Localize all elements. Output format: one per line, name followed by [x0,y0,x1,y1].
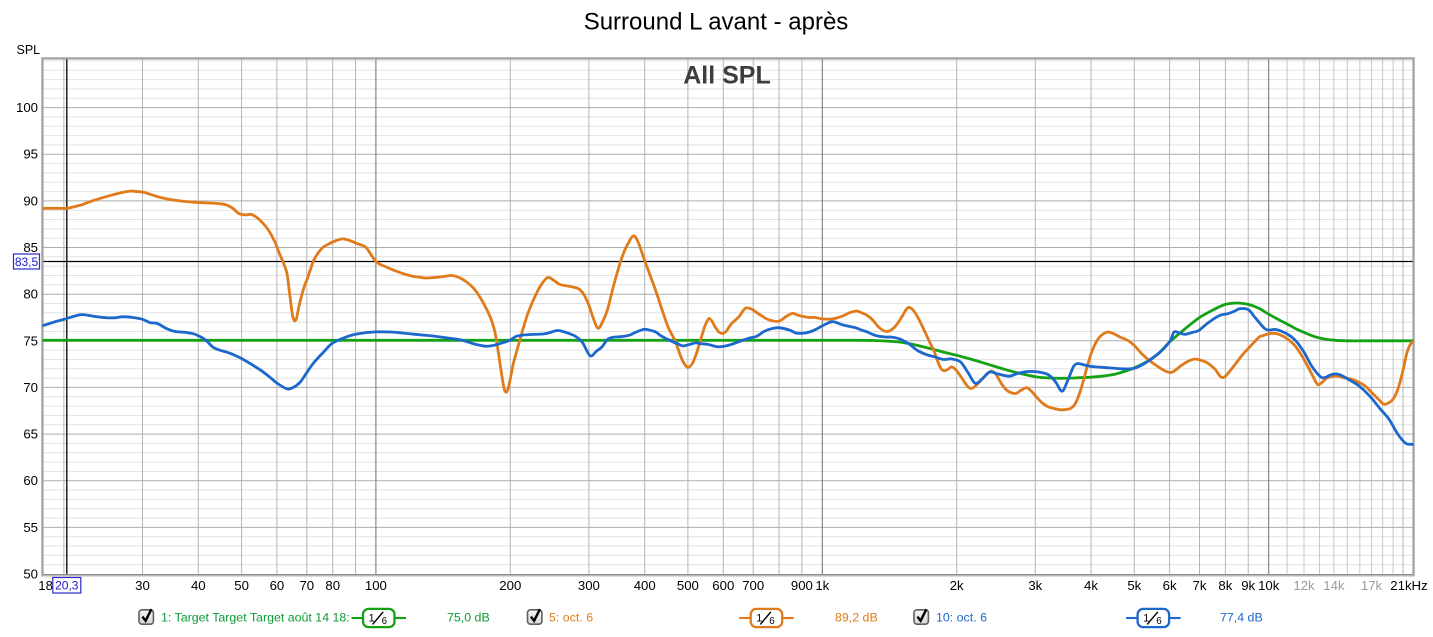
svg-text:21kHz: 21kHz [1390,578,1427,593]
svg-text:6: 6 [382,616,388,627]
svg-text:300: 300 [578,578,600,593]
svg-text:95: 95 [23,147,38,162]
svg-text:1: 1 [756,612,762,624]
svg-text:100: 100 [365,578,387,593]
svg-text:60: 60 [23,473,38,488]
svg-text:200: 200 [499,578,521,593]
svg-text:75: 75 [23,333,38,348]
svg-text:10k: 10k [1258,578,1280,593]
svg-text:70: 70 [299,578,314,593]
svg-text:80: 80 [325,578,340,593]
svg-text:90: 90 [23,193,38,208]
svg-text:18: 18 [38,578,53,593]
svg-text:10: oct. 6: 10: oct. 6 [936,610,987,624]
svg-text:80: 80 [23,287,38,302]
svg-text:6k: 6k [1163,578,1177,593]
svg-text:50: 50 [23,567,38,582]
svg-text:20,3: 20,3 [55,579,79,593]
svg-text:70: 70 [23,380,38,395]
svg-text:1: 1 [369,612,375,624]
svg-text:600: 600 [712,578,734,593]
svg-text:400: 400 [634,578,656,593]
svg-text:2k: 2k [950,578,964,593]
svg-text:Surround L avant - après: Surround L avant - après [584,9,849,36]
svg-text:14k: 14k [1323,578,1345,593]
svg-text:89,2 dB: 89,2 dB [835,610,878,624]
svg-text:75,0 dB: 75,0 dB [447,610,490,624]
svg-text:9k: 9k [1241,578,1255,593]
svg-text:17k: 17k [1361,578,1383,593]
svg-text:8k: 8k [1218,578,1232,593]
svg-text:1: Target Target Target août 1: 1: Target Target Target août 14 18: [161,610,350,624]
svg-text:55: 55 [23,520,38,535]
svg-text:All SPL: All SPL [683,62,771,90]
svg-text:1: 1 [1143,612,1149,624]
svg-text:65: 65 [23,427,38,442]
svg-text:83,5: 83,5 [15,255,39,269]
svg-text:85: 85 [23,240,38,255]
svg-text:6: 6 [1156,616,1162,627]
svg-text:500: 500 [677,578,699,593]
svg-text:1k: 1k [815,578,829,593]
svg-text:5k: 5k [1127,578,1141,593]
svg-text:SPL: SPL [17,43,41,57]
svg-text:100: 100 [16,100,38,115]
svg-text:900: 900 [791,578,813,593]
svg-text:60: 60 [270,578,285,593]
svg-text:12k: 12k [1293,578,1315,593]
svg-text:6: 6 [769,616,775,627]
svg-text:30: 30 [135,578,150,593]
svg-text:40: 40 [191,578,206,593]
svg-text:3k: 3k [1028,578,1042,593]
svg-text:4k: 4k [1084,578,1098,593]
svg-text:5: oct. 6: 5: oct. 6 [549,610,593,624]
svg-text:77,4 dB: 77,4 dB [1220,610,1263,624]
svg-text:50: 50 [234,578,249,593]
svg-text:7k: 7k [1193,578,1207,593]
svg-text:700: 700 [742,578,764,593]
